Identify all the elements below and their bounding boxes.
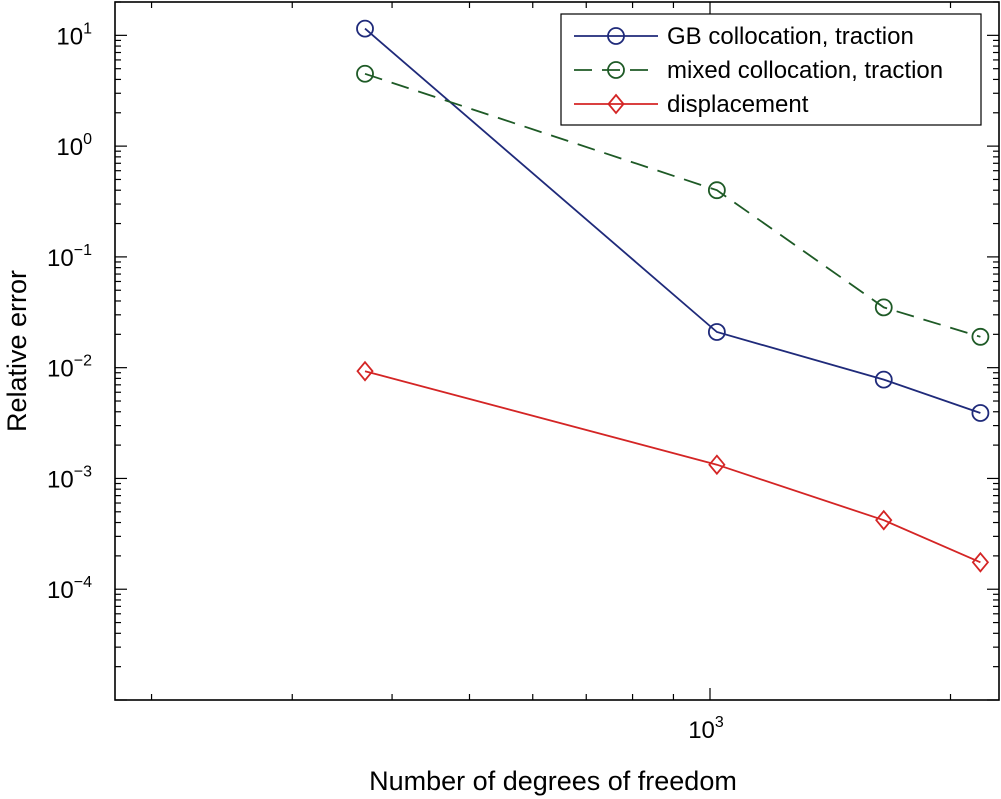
data-point-gb-collocation-traction (707, 323, 726, 341)
y-tick-label: 10−3 (47, 463, 92, 493)
legend-label-displacement: displacement (667, 91, 809, 118)
data-point-gb-collocation-traction (874, 370, 893, 389)
data-point-mixed-collocation-traction (356, 64, 374, 83)
data-point-displacement (875, 509, 893, 531)
x-axis-label: Number of degrees of freedom (369, 766, 737, 796)
y-tick-label: 10−2 (47, 353, 92, 383)
legend-label-gb-collocation-traction: GB collocation, traction (667, 23, 914, 50)
series-line-gb-collocation-traction (364, 27, 981, 414)
series-layer (356, 19, 990, 573)
data-point-mixed-collocation-traction (874, 298, 893, 317)
data-point-mixed-collocation-traction (971, 327, 990, 346)
y-tick-label: 100 (56, 131, 92, 161)
legend: GB collocation, traction mixed collocatio… (560, 13, 982, 126)
legend-marker-displacement (607, 93, 625, 115)
legend-marker-mixed-collocation-traction (607, 61, 625, 79)
x-axis-ticks: 103 (150, 2, 952, 744)
y-axis-label: Relative error (2, 270, 32, 432)
y-tick-label: 10−1 (47, 242, 92, 272)
y-tick-label: 10−4 (47, 574, 92, 604)
x-tick-label: 103 (688, 714, 724, 744)
y-axis-ticks: 101 100 10−1 10−2 10−3 10−4 (47, 1, 999, 701)
series-line-displacement (364, 370, 981, 564)
data-point-displacement (708, 454, 726, 476)
data-point-displacement (971, 551, 990, 573)
data-point-displacement (356, 360, 374, 382)
y-tick-label: 101 (56, 20, 92, 50)
data-point-gb-collocation-traction (971, 404, 990, 422)
data-point-mixed-collocation-traction (707, 181, 726, 200)
legend-box (560, 13, 982, 126)
series-line-mixed-collocation-traction (364, 72, 981, 338)
legend-label-mixed-collocation-traction: mixed collocation, traction (667, 57, 943, 84)
legend-marker-gb-collocation-traction (607, 27, 625, 45)
data-point-gb-collocation-traction (356, 19, 374, 38)
